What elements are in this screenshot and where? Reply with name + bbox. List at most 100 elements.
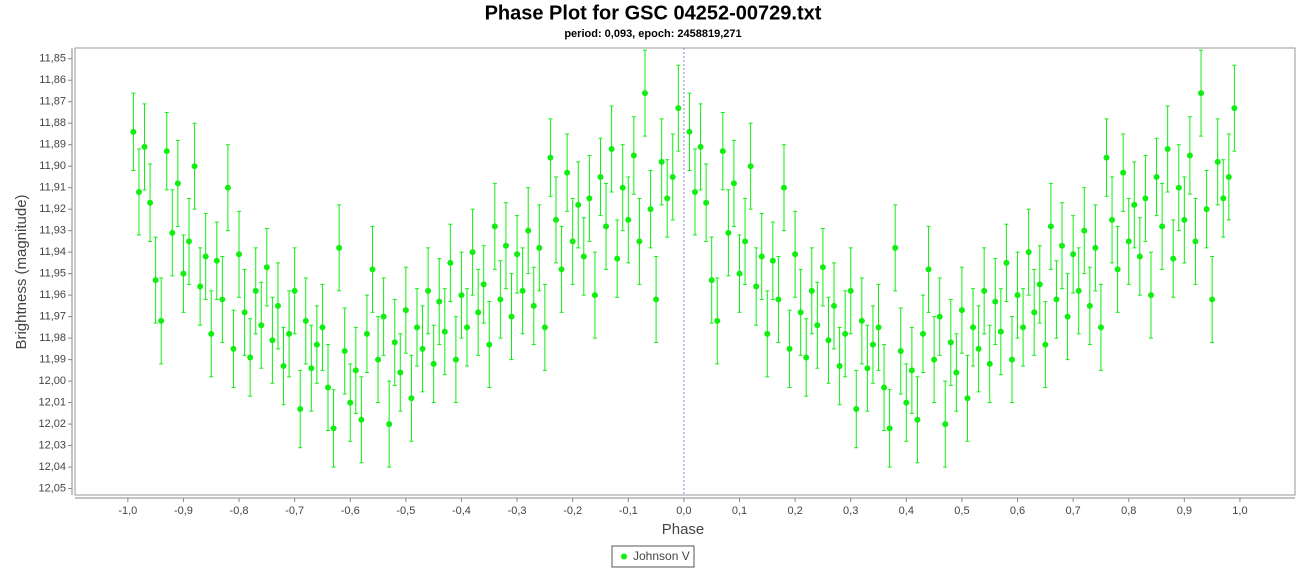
data-point [675, 105, 682, 112]
data-point [580, 253, 587, 260]
data-point [992, 298, 999, 305]
y-tick-label: 11,98 [39, 332, 66, 344]
data-point [931, 356, 938, 363]
data-point [1081, 227, 1088, 234]
data-point [586, 195, 593, 202]
data-point [981, 287, 988, 294]
data-point [1136, 253, 1143, 260]
data-point [1025, 249, 1032, 256]
x-tick-label: -0,2 [563, 505, 582, 517]
data-point [302, 317, 309, 324]
y-tick-label: 11,95 [39, 268, 66, 280]
data-point [224, 184, 231, 191]
data-point [630, 152, 637, 159]
data-point [669, 173, 676, 180]
legend [611, 545, 695, 568]
y-tick-label: 11,93 [39, 225, 66, 237]
data-point [1198, 90, 1205, 97]
legend-marker [621, 553, 627, 560]
data-point [358, 416, 365, 423]
data-point [780, 184, 787, 191]
data-point [441, 328, 448, 335]
data-point [325, 384, 332, 391]
x-tick-label: -0,9 [174, 505, 193, 517]
data-point [308, 365, 315, 372]
data-point [1153, 173, 1160, 180]
data-point [797, 309, 804, 316]
data-point [892, 244, 899, 251]
data-point [1047, 223, 1054, 230]
data-point [185, 238, 192, 245]
data-point [541, 324, 548, 331]
data-point [942, 421, 949, 428]
data-point [163, 148, 170, 155]
data-point [480, 281, 487, 288]
data-point [1131, 201, 1138, 208]
data-point [1170, 255, 1177, 262]
data-point [803, 354, 810, 361]
data-point [363, 330, 370, 337]
data-point [886, 425, 893, 432]
data-point [925, 266, 932, 273]
data-point [236, 251, 243, 258]
data-point [274, 302, 281, 309]
data-point [135, 188, 142, 195]
data-point [647, 206, 654, 213]
data-point [1147, 292, 1154, 299]
data-point [853, 406, 860, 413]
data-point [397, 369, 404, 376]
data-point [452, 356, 459, 363]
data-point [1142, 195, 1149, 202]
data-point [152, 277, 159, 284]
data-point [614, 255, 621, 262]
data-point [369, 266, 376, 273]
data-point [591, 292, 598, 299]
y-tick-label: 11,99 [39, 354, 66, 366]
data-point [1114, 266, 1121, 273]
data-point [964, 395, 971, 402]
data-point [997, 328, 1004, 335]
chart-subtitle: period: 0,093, epoch: 2458819,271 [564, 28, 741, 40]
y-tick-label: 11,90 [39, 160, 66, 172]
data-point [502, 242, 509, 249]
y-tick-label: 11,96 [39, 289, 66, 301]
data-point [1103, 154, 1110, 161]
x-tick-label: 0,3 [843, 505, 858, 517]
data-point [1031, 309, 1038, 316]
data-point [664, 195, 671, 202]
x-tick-label: -0,4 [452, 505, 471, 517]
x-tick-label: -0,1 [619, 505, 638, 517]
data-point [908, 367, 915, 374]
data-point [263, 264, 270, 271]
data-point [297, 406, 304, 413]
data-point [641, 90, 648, 97]
data-point [1175, 184, 1182, 191]
data-point [1014, 292, 1021, 299]
data-point [536, 244, 543, 251]
data-point [475, 309, 482, 316]
data-point [141, 143, 148, 150]
data-point [881, 384, 888, 391]
data-point [330, 425, 337, 432]
y-tick-label: 11,94 [39, 246, 66, 258]
data-point [286, 330, 293, 337]
data-point [764, 330, 771, 337]
data-point [169, 229, 176, 236]
y-tick-label: 12,01 [38, 396, 66, 408]
data-point [202, 253, 209, 260]
y-tick-label: 12,02 [38, 418, 66, 430]
data-point [1003, 259, 1010, 266]
data-point [703, 199, 710, 206]
data-point [786, 345, 793, 352]
x-tick-label: 0,9 [1177, 505, 1192, 517]
data-point [436, 298, 443, 305]
data-point [391, 339, 398, 346]
y-tick-label: 12,03 [38, 439, 66, 451]
data-point [808, 287, 815, 294]
data-point [469, 249, 476, 256]
data-point [247, 354, 254, 361]
data-point [775, 296, 782, 303]
data-point [447, 259, 454, 266]
data-point [758, 253, 765, 260]
data-point [291, 287, 298, 294]
